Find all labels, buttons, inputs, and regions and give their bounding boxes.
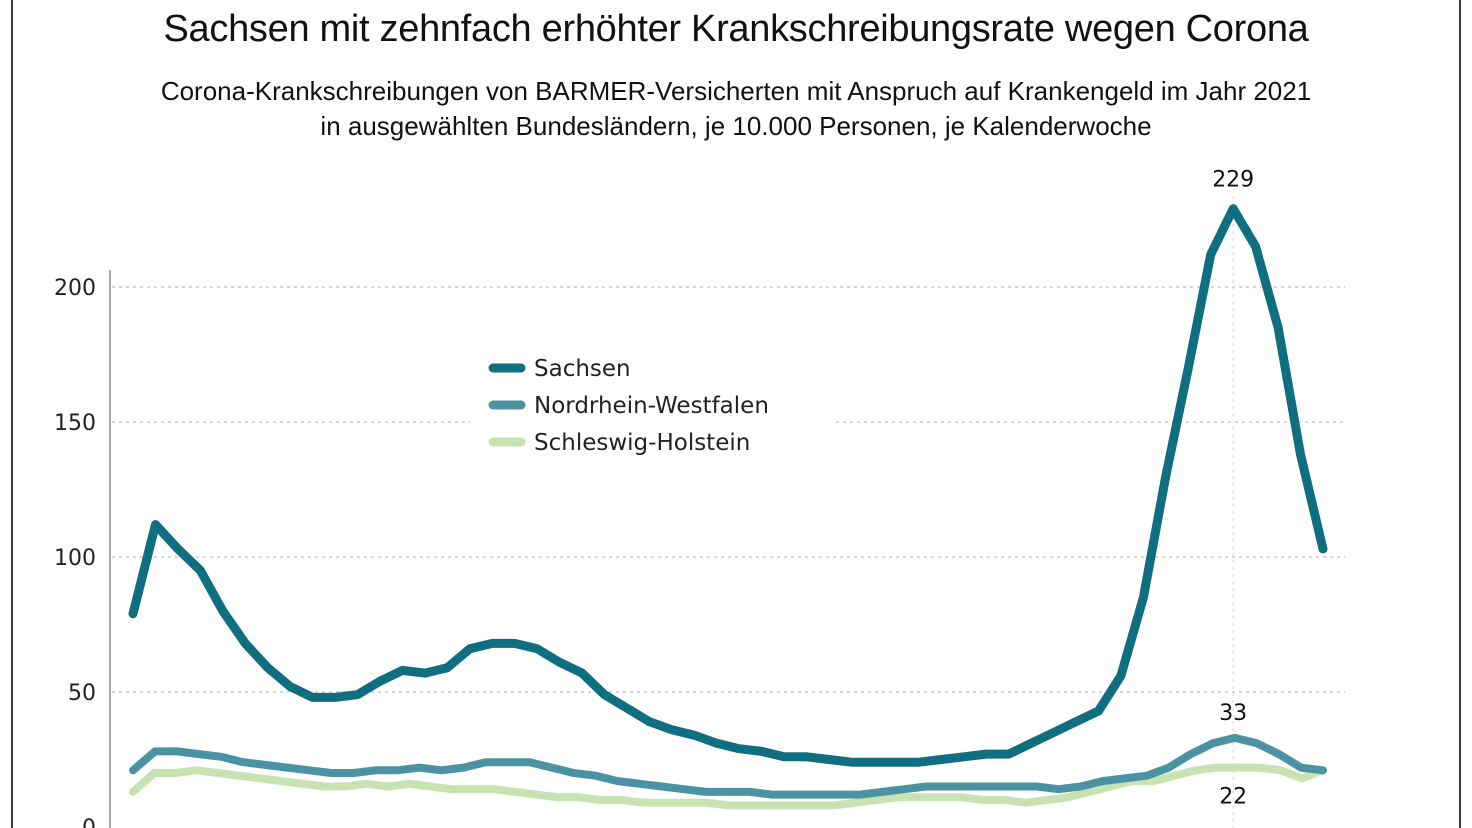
series-line-schleswig-holstein <box>129 763 1327 810</box>
y-tick-label: 100 <box>54 546 96 571</box>
legend-label: Sachsen <box>534 356 631 382</box>
data-labels: 229 33 22 <box>1212 168 1254 810</box>
legend: Sachsen Nordrhein-Westfalen Schleswig-Hols… <box>488 356 769 456</box>
data-label-sachsen: 229 <box>1212 168 1254 193</box>
y-tick-label: 200 <box>54 276 96 301</box>
chart-title: Sachsen mit zehnfach erhöhter Krankschre… <box>163 8 1309 50</box>
data-label-schleswig-holstein: 22 <box>1219 785 1247 810</box>
legend-label: Nordrhein-Westfalen <box>534 393 769 419</box>
legend-background <box>470 345 835 460</box>
y-tick-label: 50 <box>68 681 96 706</box>
frame-right-border <box>1459 0 1461 828</box>
series-line-nordrhein-westfalen <box>129 733 1327 799</box>
y-tick-label: 150 <box>54 411 96 436</box>
legend-label: Schleswig-Holstein <box>534 430 750 456</box>
gridlines <box>112 286 1345 693</box>
frame-left-border <box>11 0 13 828</box>
chart-subtitle-line2: in ausgewählten Bundesländern, je 10.000… <box>320 111 1152 141</box>
series-lines <box>128 204 1328 810</box>
chart-subtitle-line1: Corona-Krankschreibungen von BARMER-Vers… <box>160 76 1312 106</box>
y-tick-label: 0 <box>82 816 96 828</box>
series-line-sachsen <box>128 204 1328 767</box>
data-label-nordrhein-westfalen: 33 <box>1219 701 1247 726</box>
y-axis-ticks: 0 50 100 150 200 <box>54 276 96 828</box>
